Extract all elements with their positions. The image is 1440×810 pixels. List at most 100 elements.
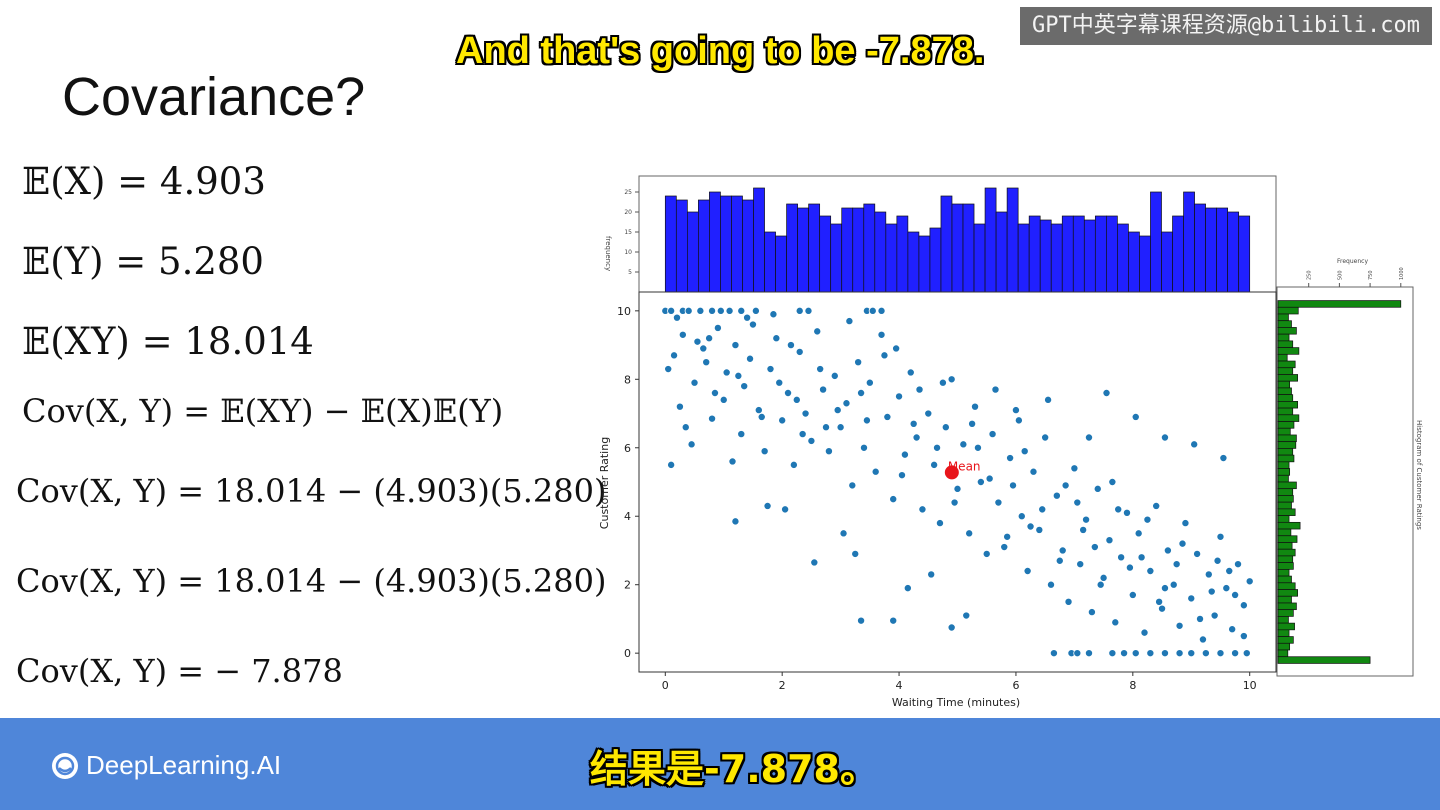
english-subtitle: And that's going to be -7.878. bbox=[456, 30, 985, 72]
scatter-point bbox=[906, 368, 915, 377]
scatter-point bbox=[1190, 440, 1199, 449]
scatter-point bbox=[1134, 529, 1143, 538]
scatter-point bbox=[889, 616, 898, 625]
y-axis-label: Customer Rating bbox=[598, 437, 611, 529]
right-histogram-bar bbox=[1277, 474, 1289, 483]
top-histogram-bar bbox=[1161, 231, 1173, 293]
right-histogram-bar bbox=[1277, 642, 1291, 651]
top-hist-tick-label: 10 bbox=[624, 249, 632, 256]
covariance-substitution-2: Cov(X, Y) = 18.014 − (4.903)(5.280) bbox=[16, 562, 607, 600]
top-hist-tick-label: 5 bbox=[628, 269, 632, 276]
scatter-point bbox=[1216, 649, 1225, 658]
scatter-point bbox=[871, 467, 880, 476]
scatter-point bbox=[1038, 505, 1047, 514]
scatter-point bbox=[959, 440, 968, 449]
top-histogram-bar bbox=[1106, 215, 1118, 293]
top-histogram-bar bbox=[885, 223, 898, 293]
scatter-point bbox=[1117, 553, 1126, 562]
scatter-point bbox=[994, 498, 1003, 507]
scatter-point bbox=[1052, 491, 1061, 500]
scatter-point bbox=[1140, 628, 1149, 637]
scatter-point bbox=[1172, 560, 1181, 569]
scatter-point bbox=[973, 443, 982, 452]
scatter-point bbox=[859, 443, 868, 452]
top-histogram-bar bbox=[797, 207, 809, 293]
scatter-point bbox=[786, 341, 795, 350]
scatter-point bbox=[672, 313, 681, 322]
right-histogram-bar bbox=[1277, 380, 1291, 389]
scatter-point bbox=[965, 529, 974, 538]
scatter-point bbox=[950, 498, 959, 507]
scatter-point bbox=[748, 320, 757, 329]
top-hist-tick-label: 20 bbox=[624, 209, 632, 216]
x-axis-label: Waiting Time (minutes) bbox=[892, 696, 1020, 709]
deeplearning-ai-logo: DeepLearning.AI bbox=[50, 750, 281, 781]
scatter-point bbox=[1076, 560, 1085, 569]
top-histogram-bar bbox=[863, 203, 876, 293]
scatter-point bbox=[1204, 570, 1213, 579]
top-hist-tick-label: 15 bbox=[624, 229, 632, 236]
scatter-point bbox=[947, 623, 956, 632]
scatter-point bbox=[1222, 584, 1231, 593]
scatter-point bbox=[1061, 481, 1070, 490]
scatter-point bbox=[1225, 567, 1234, 576]
scatter-point bbox=[865, 378, 874, 387]
scatter-point bbox=[1152, 501, 1161, 510]
top-histogram-bar bbox=[852, 207, 865, 293]
scatter-point bbox=[982, 549, 991, 558]
right-histogram-bar bbox=[1277, 300, 1402, 308]
scatter-point bbox=[1064, 597, 1073, 606]
right-histogram-bar bbox=[1277, 622, 1295, 631]
slide-title: Covariance? bbox=[62, 67, 366, 127]
scatter-point bbox=[667, 306, 676, 315]
scatter-point bbox=[1020, 447, 1029, 456]
scatter-point bbox=[801, 409, 810, 418]
top-histogram-bar bbox=[1172, 215, 1184, 293]
scatter-point bbox=[737, 306, 746, 315]
scatter-point bbox=[1079, 525, 1088, 534]
top-histogram-bar bbox=[1083, 219, 1096, 293]
scatter-point bbox=[816, 365, 825, 374]
scatter-point bbox=[909, 419, 918, 428]
scatter-point bbox=[892, 344, 901, 353]
right-histogram-bar bbox=[1277, 448, 1294, 456]
top-histogram-bar bbox=[1017, 223, 1030, 293]
right-histogram-bar bbox=[1277, 548, 1296, 557]
scatter-point bbox=[900, 450, 909, 459]
scatter-point bbox=[1122, 508, 1131, 517]
right-histogram-bar bbox=[1277, 441, 1297, 449]
right-histogram-bar bbox=[1277, 320, 1292, 328]
scatter-point bbox=[1073, 649, 1082, 658]
right-histogram-bar bbox=[1277, 374, 1298, 382]
top-histogram-bar bbox=[918, 235, 931, 293]
scatter-point bbox=[719, 395, 728, 404]
top-histogram-bar bbox=[1072, 215, 1085, 293]
scatter-point bbox=[1029, 467, 1038, 476]
expectation-y-equation: 𝔼(Y) = 5.280 bbox=[22, 240, 264, 283]
scatter-point bbox=[708, 306, 717, 315]
scatter-point bbox=[1219, 454, 1228, 463]
scatter-point bbox=[851, 549, 860, 558]
scatter-point bbox=[1158, 604, 1167, 613]
top-histogram-bar bbox=[1183, 191, 1195, 293]
scatter-point bbox=[713, 323, 722, 332]
scatter-point bbox=[784, 388, 793, 397]
scatter-point bbox=[819, 385, 828, 394]
scatter-point bbox=[985, 474, 994, 483]
scatter-point bbox=[702, 358, 711, 367]
scatter-point bbox=[924, 409, 933, 418]
right-histogram-bar bbox=[1277, 602, 1297, 611]
scatter-point bbox=[1049, 649, 1058, 658]
right-histogram-bar bbox=[1277, 521, 1301, 530]
top-histogram-bar bbox=[1128, 231, 1140, 293]
scatter-point bbox=[822, 423, 831, 432]
slide-canvas: Covariance? 𝔼(X) = 4.903 𝔼(Y) = 5.280 𝔼(… bbox=[0, 0, 1440, 718]
right-histogram-bar bbox=[1277, 481, 1297, 490]
scatter-point bbox=[1193, 549, 1202, 558]
scatter-point bbox=[1026, 522, 1035, 531]
right-histogram-bar bbox=[1277, 347, 1300, 355]
top-histogram-bar bbox=[896, 215, 909, 293]
scatter-point bbox=[1125, 563, 1134, 572]
scatter-point bbox=[1105, 536, 1114, 545]
